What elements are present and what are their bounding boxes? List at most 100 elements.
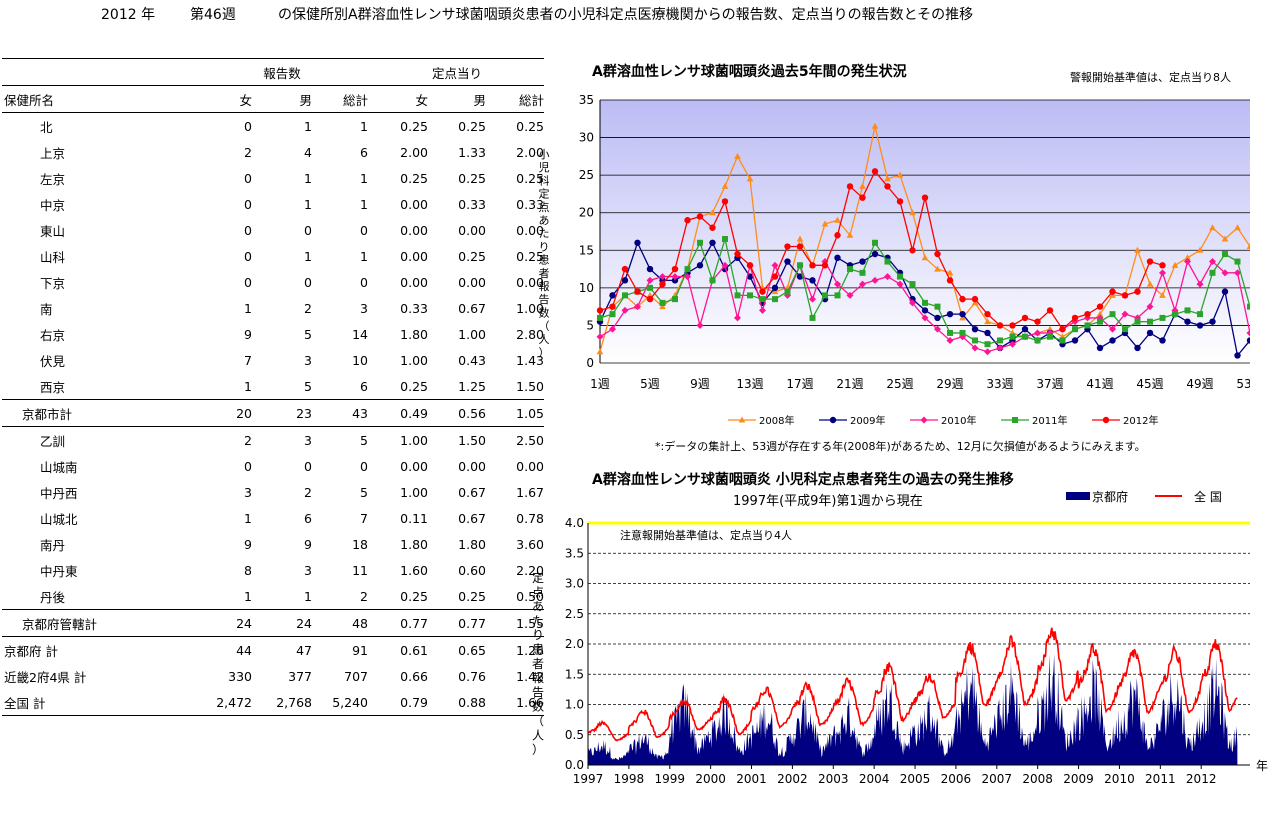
series-point: [721, 261, 729, 269]
table-row: 山城南 0 0 0 0.00 0.00 0.00: [2, 453, 544, 479]
row-cell: 0.25: [516, 118, 544, 134]
series-point: [1184, 254, 1191, 261]
row-name: 中京: [40, 197, 66, 213]
row-cell: 3: [304, 352, 312, 368]
row-cell: 0.56: [428, 399, 486, 427]
row-cell: 0.25: [400, 118, 428, 134]
y-label-char: 者: [532, 657, 544, 671]
row-cell: 1: [360, 170, 368, 186]
row-name: 山城北: [40, 511, 78, 527]
table-row: 山城北 1 6 7 0.11 0.67 0.78: [2, 505, 544, 531]
row-cell: 0.50: [516, 588, 544, 604]
row-cell: 5: [304, 378, 312, 394]
series-point: [784, 258, 791, 265]
x-tick-label: 2004: [859, 772, 890, 786]
series-point: [896, 198, 904, 205]
series-point: [697, 239, 703, 246]
series-point: [959, 295, 966, 303]
x-tick-label: 1998: [614, 772, 645, 786]
series-point: [1046, 307, 1054, 314]
row-cell: 0.00: [458, 274, 486, 290]
row-cell: 11: [352, 562, 368, 578]
series-point: [596, 333, 604, 341]
y-label-char: り: [532, 628, 544, 642]
series-point: [971, 299, 979, 306]
row-cell: 0.00: [516, 274, 544, 290]
series-point: [609, 303, 616, 310]
row-cell: 2.00: [400, 144, 428, 160]
header-year: 2012 年: [101, 7, 156, 23]
row-cell: 1.25: [458, 378, 486, 394]
table-row: 左京 0 1 1 0.25 0.25 0.25: [2, 165, 544, 191]
x-tick-label: 2002: [777, 772, 808, 786]
series-point: [609, 311, 616, 318]
x-tick-label: 5週: [640, 377, 660, 391]
series-point: [796, 243, 804, 250]
series-point: [1159, 269, 1166, 277]
row-cell: 2: [304, 484, 312, 500]
y-label-char: ）: [532, 743, 544, 757]
legend-swatch: [1066, 492, 1090, 500]
series-point: [1034, 329, 1041, 337]
row-cell: 0.43: [458, 352, 486, 368]
row-cell: 8: [244, 562, 252, 578]
y-label-char: 小: [539, 148, 550, 161]
chart2-title: A群溶血性レンサ球菌咽頭炎 小児科定点患者発生の過去の発生推移: [592, 471, 1014, 488]
series-point: [984, 348, 991, 356]
row-cell: 1: [360, 118, 368, 134]
row-name: 北: [40, 119, 53, 135]
series-point: [946, 310, 954, 318]
legend-label: 2009年: [850, 414, 885, 427]
table-row: 全国 計 2,472 2,768 5,240 0.79 0.88 1.66: [2, 689, 544, 716]
row-cell: 0.88: [428, 689, 486, 716]
row-cell: 9: [244, 326, 252, 342]
series-point: [634, 288, 641, 295]
table-row: 上京 2 4 6 2.00 1.33 2.00: [2, 139, 544, 165]
series-point: [684, 273, 691, 281]
table-row: 伏見 7 3 10 1.00 0.43 1.43: [2, 347, 544, 373]
row-name: 山科: [40, 249, 66, 265]
series-point: [834, 216, 841, 223]
y-tick-label: 20: [579, 206, 594, 220]
y-label-char: 人: [539, 333, 550, 346]
series-point: [859, 269, 866, 276]
row-cell: 0.25: [458, 170, 486, 186]
series-point: [672, 296, 678, 303]
series-point: [871, 276, 879, 284]
y-tick-label: 25: [579, 168, 594, 182]
y-label-char: 点: [539, 201, 550, 214]
series-point: [747, 292, 753, 299]
series-point: [597, 314, 603, 321]
x-tick-label: 2006: [941, 772, 972, 786]
row-name: 中丹東: [40, 563, 78, 579]
row-cell: 0: [360, 458, 368, 474]
x-tick-label: 17週: [786, 377, 813, 391]
row-cell: 20: [206, 399, 252, 427]
series-point: [1009, 322, 1016, 329]
series-point: [871, 250, 879, 258]
series-point: [934, 265, 941, 272]
y-tick-label: 4.0: [565, 516, 584, 530]
series-point: [1096, 310, 1104, 317]
series-point: [771, 288, 779, 295]
y-label-char: （: [539, 320, 550, 333]
x-tick-label: 2005: [900, 772, 931, 786]
series-point: [872, 239, 878, 246]
row-cell: 1.05: [486, 399, 544, 427]
series-point: [946, 277, 954, 284]
table-row: 中丹東 8 3 11 1.60 0.60 2.20: [2, 557, 544, 583]
series-point: [759, 288, 766, 295]
row-cell: 0.67: [458, 300, 486, 316]
series-point: [822, 292, 828, 299]
series-point: [946, 269, 954, 276]
series-point: [1209, 258, 1216, 266]
x-tick-label: 2008: [1022, 772, 1053, 786]
row-cell: 0: [244, 274, 252, 290]
x-tick-label: 9週: [690, 377, 710, 391]
series-point: [1109, 311, 1116, 318]
series-point: [921, 194, 929, 201]
series-point: [1196, 322, 1204, 329]
row-cell: 1.67: [516, 484, 544, 500]
series-point: [1084, 322, 1091, 329]
row-cell: 10: [352, 352, 368, 368]
